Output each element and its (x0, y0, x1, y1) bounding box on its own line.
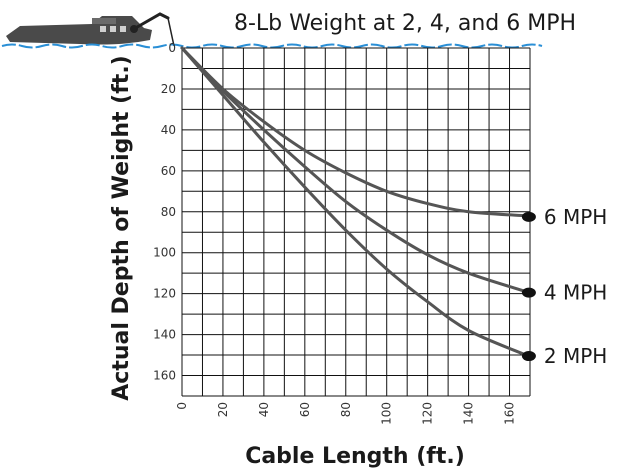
series-endpoint-2-mph (521, 351, 536, 362)
water-line (1, 43, 543, 49)
x-tick-label: 40 (257, 402, 271, 417)
x-tick-label: 100 (380, 402, 394, 425)
y-tick-label: 100 (153, 246, 176, 260)
y-tick-label: 160 (153, 369, 176, 383)
x-tick-label: 120 (421, 402, 435, 425)
x-axis-title: Cable Length (ft.) (245, 444, 465, 469)
y-tick-label: 0 (168, 41, 176, 55)
grid (181, 47, 531, 397)
y-axis-title: Actual Depth of Weight (ft.) (109, 55, 134, 401)
series-label-4-mph: 4 MPH (544, 281, 607, 305)
x-tick-label: 20 (216, 402, 230, 417)
series-label-6-mph: 6 MPH (544, 205, 607, 229)
series-labels: 6 MPH 4 MPH 2 MPH (544, 205, 607, 368)
rod-icon (130, 12, 175, 47)
series-label-2-mph: 2 MPH (544, 344, 607, 368)
x-tick-label: 140 (462, 402, 476, 425)
series-endpoint-6-mph (521, 211, 536, 222)
x-tick-label: 60 (298, 402, 312, 417)
y-tick-label: 20 (161, 82, 176, 96)
x-tick-label: 0 (175, 402, 189, 410)
series-line-6-mph (180, 46, 528, 218)
y-tick-label: 120 (153, 287, 176, 301)
series-endpoint-4-mph (521, 287, 536, 298)
x-ticks: 0 20 40 60 80 100 120 140 160 (175, 402, 517, 425)
y-tick-label: 140 (153, 328, 176, 342)
chart-title: 8-Lb Weight at 2, 4, and 6 MPH (234, 11, 576, 36)
series-line-2-mph (180, 46, 528, 357)
boat-icon (6, 16, 152, 45)
y-ticks: 0 20 40 60 80 100 120 140 160 (153, 41, 176, 383)
series-group (180, 46, 536, 362)
x-tick-label: 160 (503, 402, 517, 425)
x-tick-label: 80 (339, 402, 353, 417)
y-tick-label: 60 (161, 164, 176, 178)
series-line-4-mph (180, 46, 528, 294)
y-tick-label: 40 (161, 123, 176, 137)
y-tick-label: 80 (161, 205, 176, 219)
